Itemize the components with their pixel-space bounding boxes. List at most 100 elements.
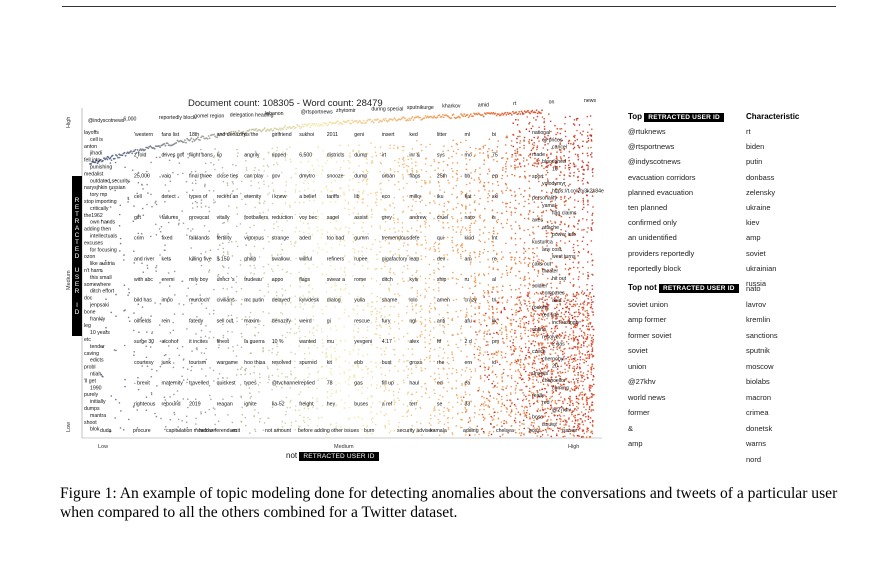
data-point (392, 390, 395, 393)
data-point (358, 150, 360, 152)
data-point (380, 267, 383, 270)
data-point (235, 355, 238, 357)
data-point (541, 109, 543, 112)
data-point (546, 171, 549, 174)
data-point (183, 141, 185, 144)
data-point (239, 132, 241, 135)
data-point (335, 425, 338, 428)
data-point (325, 282, 327, 284)
data-point (370, 192, 372, 195)
data-point (478, 413, 480, 416)
data-point (361, 392, 363, 395)
data-point (539, 361, 542, 364)
data-point (459, 212, 462, 214)
data-point (163, 396, 166, 399)
data-point (586, 431, 588, 433)
data-point (591, 308, 594, 310)
data-point (381, 120, 384, 122)
data-point (474, 281, 477, 284)
data-point (339, 240, 342, 243)
data-point (519, 335, 522, 337)
data-point (515, 251, 518, 253)
data-point (213, 155, 216, 157)
data-point (592, 314, 594, 316)
data-point (339, 426, 342, 428)
data-point (497, 184, 500, 187)
data-point (583, 344, 585, 347)
data-point (104, 259, 107, 262)
data-point (116, 155, 118, 157)
data-point (571, 358, 573, 361)
data-point (200, 329, 203, 332)
data-point (532, 231, 534, 234)
data-point (591, 347, 594, 349)
data-point (568, 240, 571, 242)
data-point (439, 346, 441, 349)
data-point (385, 347, 387, 349)
data-point (388, 333, 390, 335)
data-point (227, 347, 230, 349)
data-point (586, 309, 588, 312)
data-point (555, 178, 557, 180)
data-point (461, 384, 463, 387)
data-point (513, 419, 516, 422)
data-point (186, 137, 188, 140)
data-point (276, 163, 279, 166)
data-point (312, 341, 315, 344)
data-point (294, 323, 297, 325)
data-point (352, 212, 355, 214)
data-point (217, 377, 219, 380)
data-point (577, 425, 580, 428)
data-point (401, 231, 404, 233)
data-point (547, 428, 549, 430)
data-point (405, 411, 408, 414)
data-point (589, 421, 591, 424)
data-point (304, 401, 306, 404)
data-point (443, 145, 445, 147)
data-point (482, 232, 485, 234)
data-point (517, 325, 520, 327)
data-point (527, 163, 530, 165)
data-point (451, 372, 453, 375)
data-point (430, 417, 432, 420)
data-point (492, 159, 495, 161)
data-point (525, 398, 528, 400)
data-point (311, 122, 314, 125)
data-point (316, 371, 319, 374)
data-point (365, 121, 368, 124)
data-point (497, 113, 500, 116)
data-point (380, 316, 382, 318)
data-point (442, 160, 445, 163)
data-point (402, 415, 404, 418)
data-point (469, 229, 471, 232)
data-point (347, 383, 350, 386)
data-point (519, 135, 521, 138)
data-point (419, 358, 422, 361)
data-point (290, 370, 292, 373)
data-point (263, 422, 266, 424)
data-point (223, 221, 225, 224)
data-point (155, 200, 157, 203)
data-point (182, 172, 184, 175)
data-point (429, 202, 431, 204)
data-point (248, 316, 251, 318)
data-point (518, 260, 521, 263)
data-point (469, 226, 471, 229)
data-point (433, 200, 435, 202)
data-point (348, 427, 351, 429)
data-point (460, 332, 463, 334)
data-point (366, 387, 369, 389)
data-point (236, 320, 238, 323)
data-point (536, 435, 538, 437)
data-point (457, 278, 459, 281)
data-point (533, 360, 536, 362)
data-point (588, 406, 591, 408)
data-point (474, 307, 476, 309)
data-point (480, 323, 482, 326)
data-point (307, 223, 309, 225)
data-point (299, 306, 301, 308)
data-point (329, 345, 332, 348)
data-point (241, 366, 243, 369)
data-point (379, 337, 381, 339)
data-point (362, 230, 365, 233)
